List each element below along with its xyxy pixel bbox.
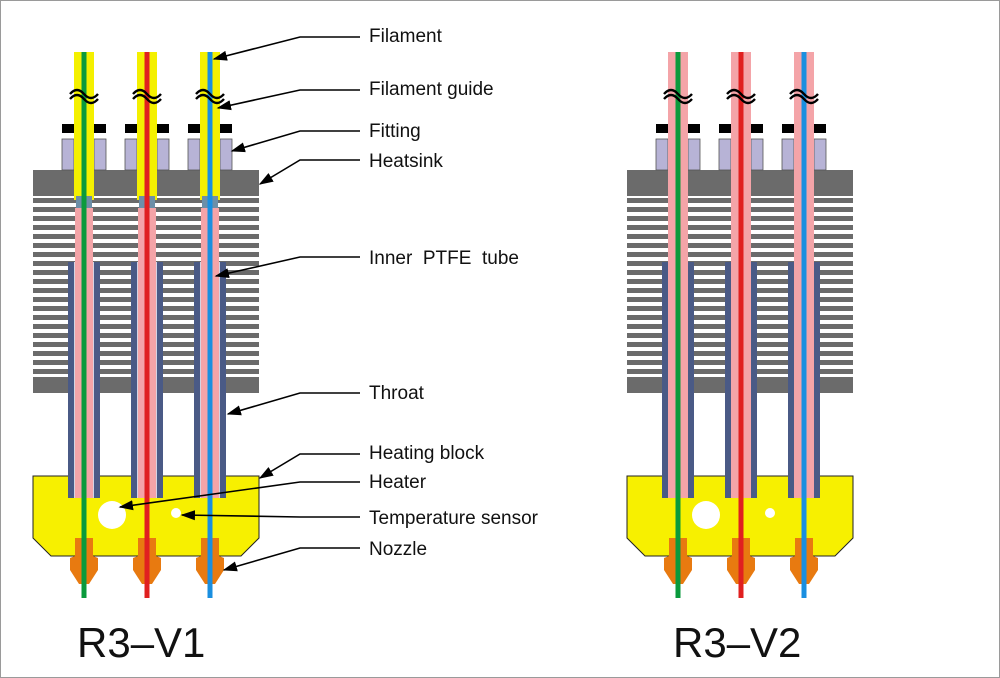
fitting-collet [656,124,668,133]
label-inner-ptfe-tube: Inner PTFE tube [369,248,519,269]
fitting-collet [220,124,232,133]
leader-inner-ptfe [214,256,360,279]
leader-filament-guide [216,89,360,111]
heater-hole [98,501,126,529]
filament-green [81,52,87,598]
leader-temperature-sensor [180,510,360,521]
fitting-collet [94,124,106,133]
callout-leaders [118,36,360,572]
filament-red [144,52,150,598]
fitting-collet [125,124,137,133]
break-mark [69,88,99,105]
fitting-collet [719,124,731,133]
break-mark [663,88,693,105]
fitting [718,138,732,171]
fitting-collet [157,124,169,133]
fitting-collet [814,124,826,133]
label-throat: Throat [369,383,425,404]
fitting [655,138,669,171]
filament-green [675,52,681,598]
filament-blue [207,52,213,598]
label-filament-guide: Filament guide [369,79,494,100]
leader-fitting [230,130,360,153]
fitting-collet [688,124,700,133]
leader-heating-block [258,453,360,479]
fitting [781,138,795,171]
fitting [61,138,75,171]
fitting-collet [62,124,74,133]
leader-nozzle [222,547,360,572]
label-nozzle: Nozzle [369,539,427,560]
temperature-sensor-hole [765,508,775,518]
leader-throat [226,392,360,416]
label-heating-block: Heating block [369,443,485,464]
temperature-sensor-hole [171,508,181,518]
heater-hole [692,501,720,529]
fitting [687,138,701,171]
fitting-collet [751,124,763,133]
fitting [219,138,233,171]
fitting [93,138,107,171]
break-mark [789,88,819,105]
label-temperature-sensor: Temperature sensor [369,508,539,529]
fitting [156,138,170,171]
fitting [187,138,201,171]
fitting-collet [188,124,200,133]
hotend-assembly-v2 [626,52,854,598]
label-heatsink: Heatsink [369,151,443,172]
label-heater: Heater [369,472,427,493]
fitting-collet [782,124,794,133]
label-filament: Filament [369,26,443,47]
fitting [124,138,138,171]
break-mark [132,88,162,105]
caption-r3-v2: R3–V2 [673,619,801,666]
filament-red [738,52,744,598]
leader-heatsink [258,159,360,185]
label-fitting: Fitting [369,121,421,142]
caption-r3-v1: R3–V1 [77,619,205,666]
fitting [750,138,764,171]
leader-filament [212,36,360,61]
fitting [813,138,827,171]
leader-heater [118,481,360,511]
filament-blue [801,52,807,598]
break-mark [726,88,756,105]
